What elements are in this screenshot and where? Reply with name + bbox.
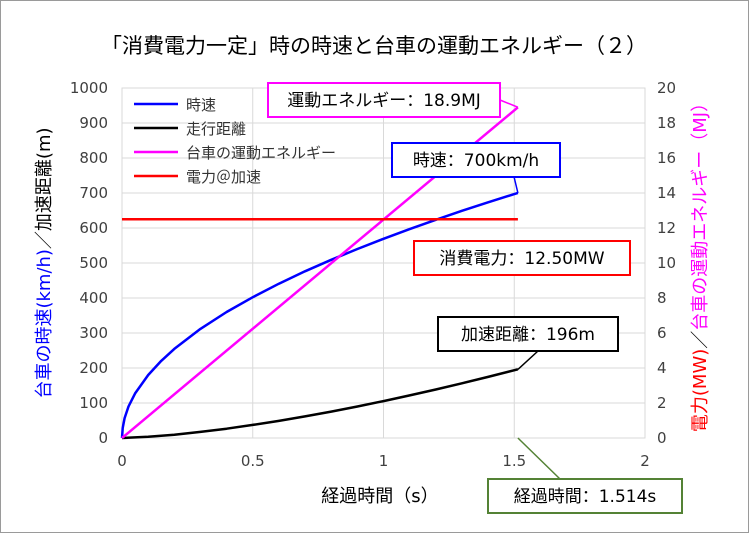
y-axis-label-left-part: ／加速距離(m) (34, 127, 55, 249)
y-left-tick-label: 300 (79, 324, 108, 342)
y-right-tick-label: 16 (657, 149, 676, 167)
callout-box (391, 142, 561, 178)
x-tick-label: 0.5 (241, 452, 265, 470)
y-left-tick-label: 900 (79, 114, 108, 132)
y-left-tick-label: 1000 (70, 79, 108, 97)
legend-label: 台車の運動エネルギー (186, 144, 336, 162)
callout-leader (499, 99, 519, 108)
y-right-tick-label: 20 (657, 79, 676, 97)
callout-box (413, 240, 631, 276)
callout-label: 運動エネルギー：18.9MJ (287, 91, 481, 111)
y-left-tick-label: 200 (79, 359, 108, 377)
series-line-0 (120, 191, 519, 439)
y-axis-label-right-part: 台車の運動エネルギー（MJ） (690, 94, 711, 331)
x-tick-label: 1 (379, 452, 389, 470)
x-tick-label: 2 (640, 452, 650, 470)
y-axis-label-right: 電力(MW)／台車の運動エネルギー（MJ） (690, 94, 711, 432)
y-left-tick-label: 700 (79, 184, 108, 202)
y-left-tick-label: 0 (98, 429, 108, 447)
chart-title: 「消費電力一定」時の時速と台車の運動エネルギー（２） (101, 34, 647, 58)
y-right-tick-label: 14 (657, 184, 676, 202)
y-right-tick-label: 2 (657, 394, 667, 412)
callout-label: 加速距離：196m (461, 325, 595, 345)
y-right-tick-label: 4 (657, 359, 667, 377)
callout-label: 消費電力：12.50MW (439, 249, 604, 269)
y-axis-label-left-part: 台車の時速(km/h) (34, 249, 55, 398)
y-left-tick-label: 800 (79, 149, 108, 167)
callout-box (437, 316, 619, 352)
x-axis-label: 経過時間（s） (321, 486, 438, 507)
x-tick-label: 0 (117, 452, 127, 470)
y-left-tick-label: 100 (79, 394, 108, 412)
callout-box (487, 478, 683, 514)
y-right-tick-label: 10 (657, 254, 676, 272)
callout-leader (517, 350, 539, 370)
callout-box (267, 82, 501, 118)
y-right-tick-label: 12 (657, 219, 676, 237)
axes: 0100200300400500600700800900100002468101… (70, 79, 676, 470)
y-left-tick-label: 400 (79, 289, 108, 307)
y-left-tick-label: 500 (79, 254, 108, 272)
y-right-tick-label: 0 (657, 429, 667, 447)
callout-label: 時速：700km/h (413, 151, 539, 171)
y-axis-label-right-part: ／ (690, 331, 711, 349)
x-tick-label: 1.5 (502, 452, 526, 470)
y-right-tick-label: 6 (657, 324, 667, 342)
series-line-1 (121, 368, 519, 440)
y-right-tick-label: 8 (657, 289, 667, 307)
callouts: 運動エネルギー：18.9MJ 時速：700km/h 消費電力：12.50MW 加速距離… (267, 82, 683, 514)
legend-label: 時速 (186, 96, 216, 114)
y-axis-label-right-part: 電力(MW) (690, 349, 711, 432)
y-left-tick-label: 600 (79, 219, 108, 237)
legend-label: 走行距離 (186, 120, 246, 138)
legend-label: 電力＠加速 (186, 168, 261, 186)
y-right-tick-label: 18 (657, 114, 676, 132)
y-axis-label-left: 台車の時速(km/h)／加速距離(m) (34, 127, 55, 398)
callout-leader (517, 437, 561, 480)
callout-label: 経過時間：1.514s (514, 487, 657, 507)
